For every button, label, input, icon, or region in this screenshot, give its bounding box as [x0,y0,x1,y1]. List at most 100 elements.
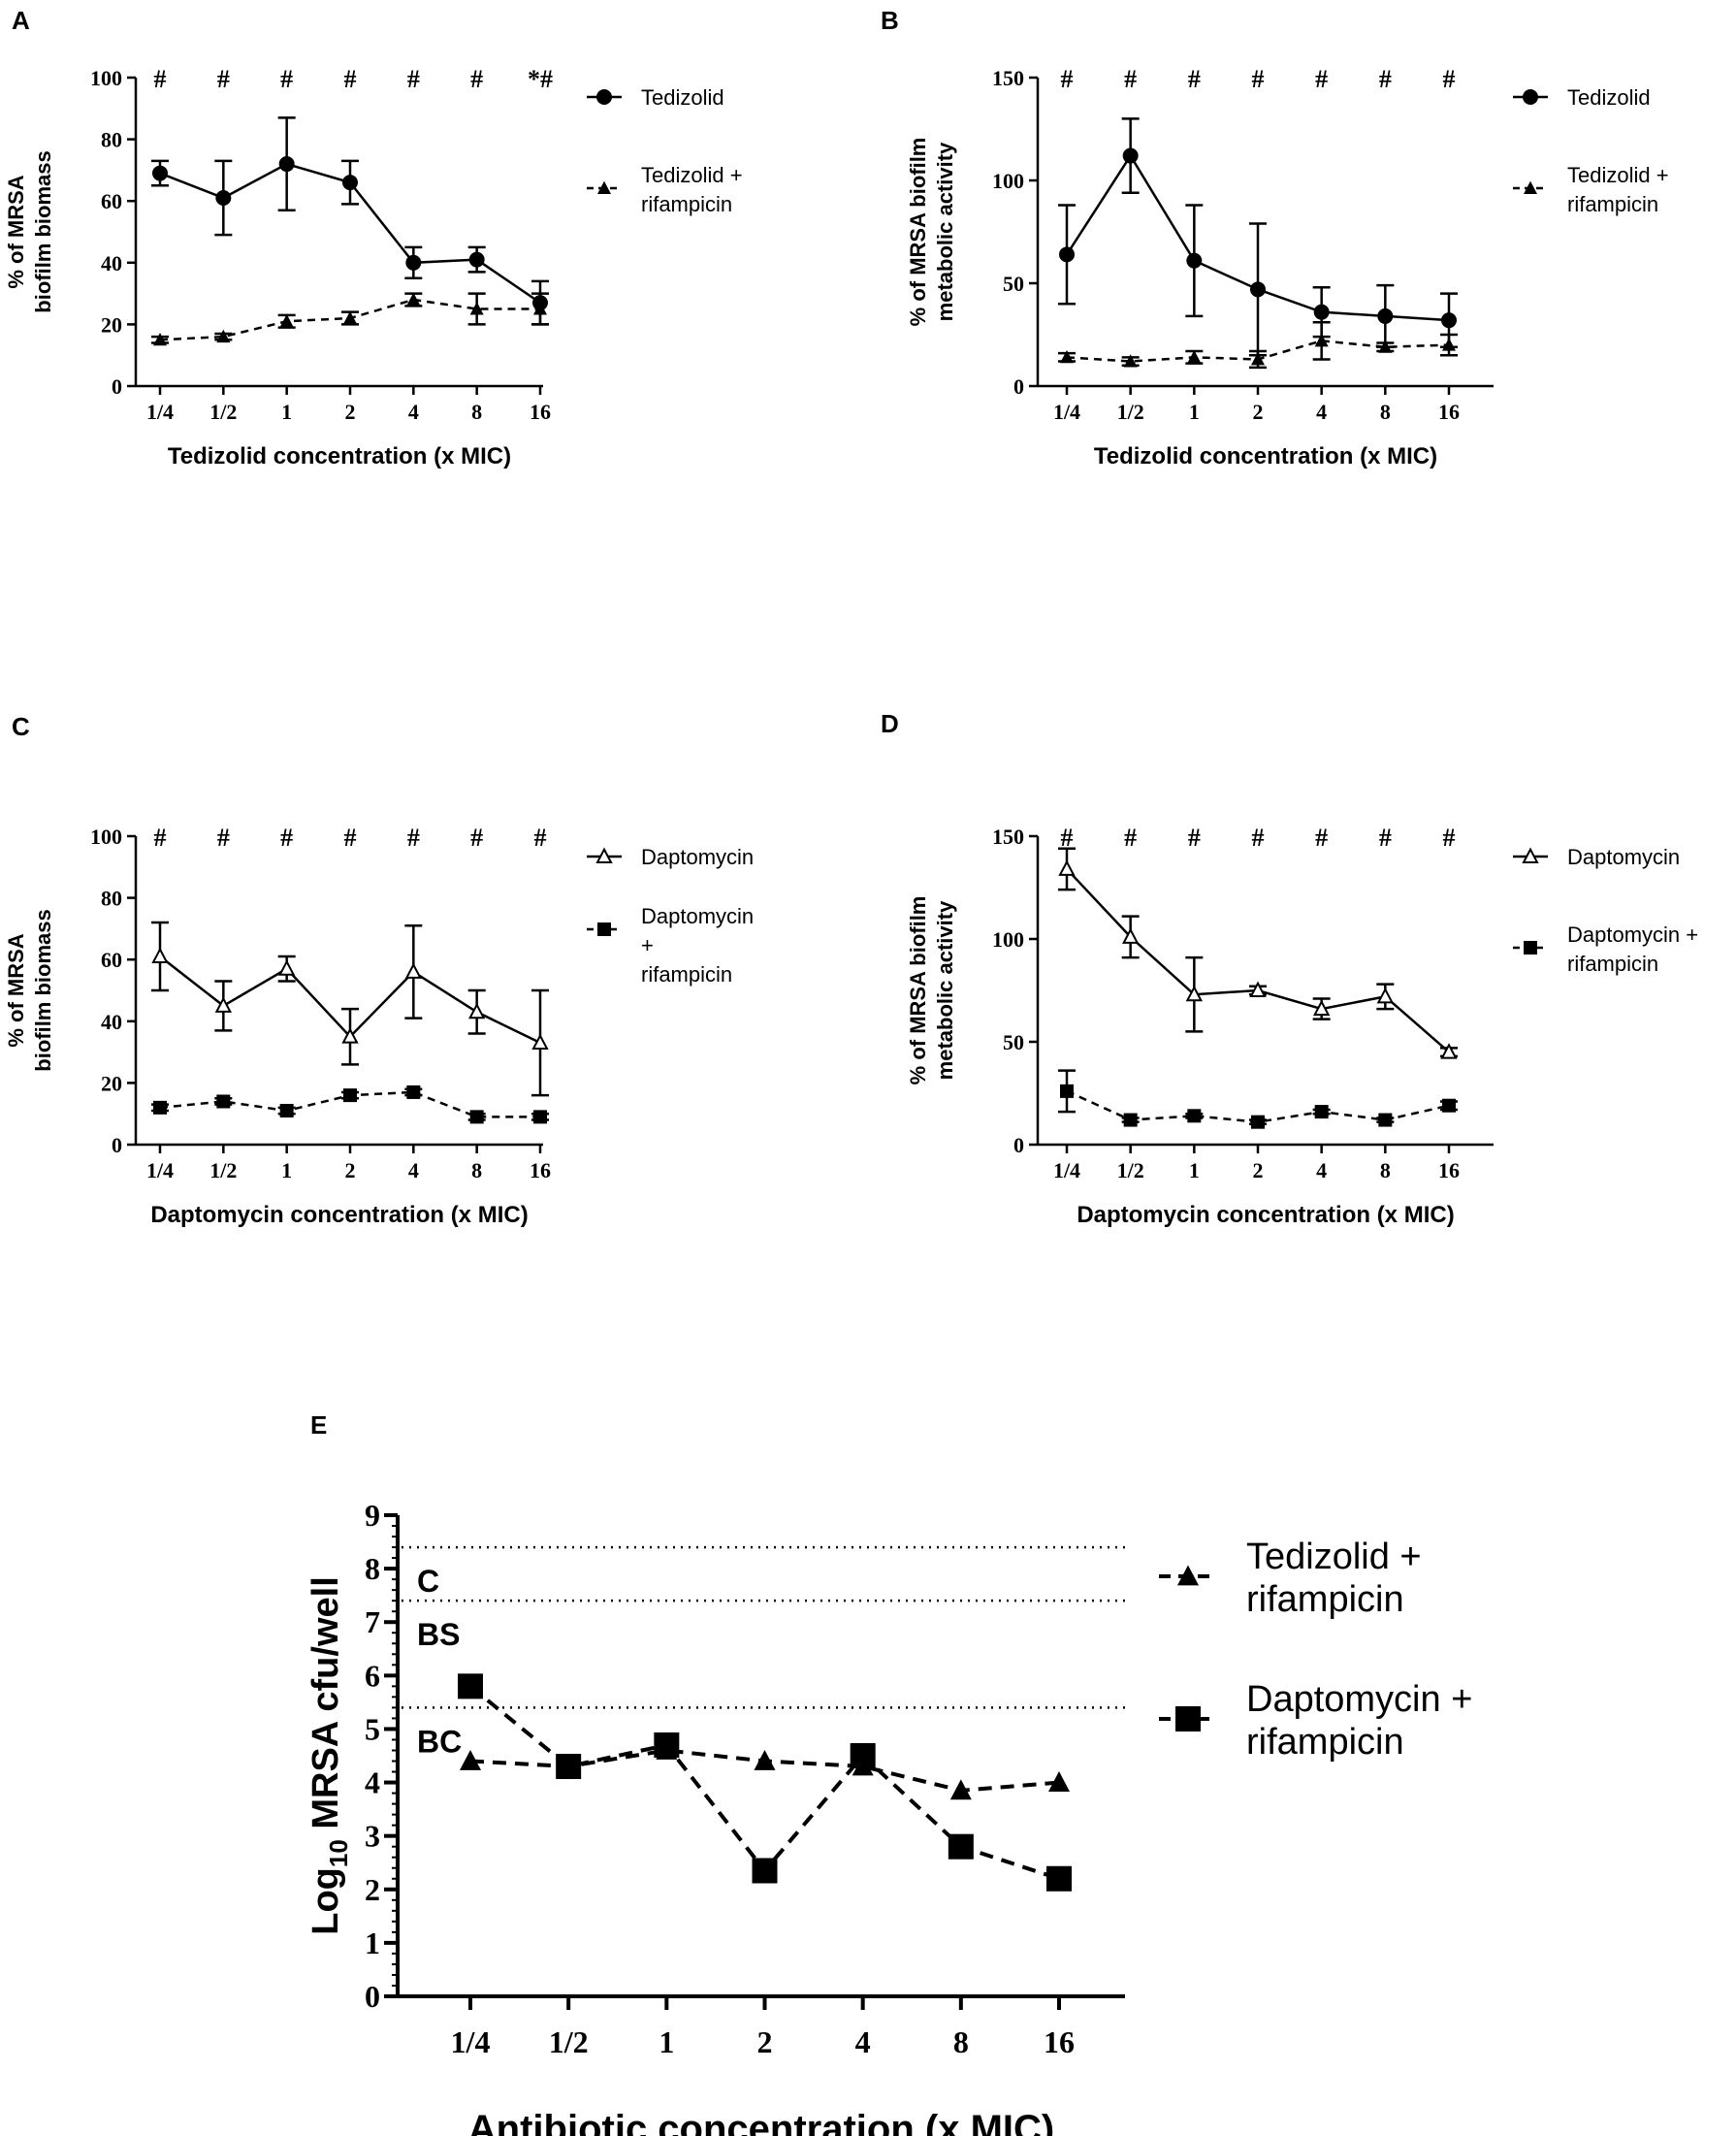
x-tick-label: 16 [1044,2024,1075,2059]
panel-a: A 0 20 40 60 80 100 1/4 1/2 1 2 4 8 16 # # # # # # *# Tedizol… [4,6,743,469]
y-tick-label: 0 [1013,1133,1024,1157]
data-point [556,1754,582,1780]
y-axis-label: % of MRSA biofilm metabolic activity [906,138,957,327]
x-tick-label: 1 [281,1158,292,1182]
panel-c: C 0 20 40 60 80 100 1/4 1/2 1 2 4 8 16 # # # # # # # Daptomyc… [4,712,754,1228]
x-tick-label: 1/2 [1117,400,1144,424]
y-tick-label: 50 [1003,272,1024,296]
series-daptomycin-rifampicin: Daptomycin + rifampicin [458,1673,1472,1892]
data-point [1378,1113,1393,1127]
data-point [406,292,421,306]
y-tick-label: 20 [101,1071,122,1095]
legend-marker [1524,941,1537,955]
y-axis-label-line: biofilm biomass [31,150,55,312]
y-tick-label: 0 [112,374,122,399]
x-axis-label: Tedizolid concentration (x MIC) [1094,443,1437,469]
legend-label-line: rifampicin [641,962,732,987]
y-axis-label: % of MRSA biofilm biomass [4,150,55,312]
data-point [216,1094,231,1109]
y-tick-label: 40 [101,251,122,275]
data-point [404,962,422,979]
y-axis-label-line: % of MRSA biofilm [906,896,930,1085]
significance-marker: # [534,824,547,852]
legend-label: Tedizolid [1567,85,1651,110]
significance-marker: # [217,824,230,852]
x-axis-label: Tedizolid concentration (x MIC) [168,443,511,469]
data-point [468,251,485,268]
x-axis-label: Antibiotic concentration (x MIC) [468,2108,1054,2136]
data-point [948,1833,974,1860]
legend-label: Daptomycin + rifampicin [1246,1679,1472,1763]
y-axis-label: % of MRSA biofilm biomass [4,909,55,1071]
x-axis-label: Daptomycin concentration (x MIC) [1077,1202,1454,1228]
significance-marker: # [1315,65,1328,93]
legend-label-line: rifampicin [1567,192,1658,216]
y-tick-label: 60 [101,948,122,972]
legend-marker [597,922,611,936]
x-tick-label: 16 [530,1158,551,1182]
y-tick-label: 150 [992,66,1024,90]
y-tick-label: 3 [365,1819,380,1854]
significance-marker: *# [528,65,553,93]
legend-marker [1522,847,1539,863]
data-point [1046,1865,1072,1892]
data-point [1442,338,1456,351]
panel-label: D [881,709,899,738]
series-daptomycin: Daptomycin [1058,845,1680,1059]
series-line [1066,868,1450,1053]
data-point [152,165,168,181]
series-daptomycin: Daptomycin [151,845,754,1097]
y-tick-label: 150 [992,825,1024,849]
x-tick-label: 8 [1380,400,1391,424]
significance-marker: # [154,65,167,93]
x-tick-label: 2 [345,400,356,424]
legend-label-line: Tedizolid + [641,163,743,187]
data-point [1378,340,1393,353]
data-point [279,1104,294,1118]
panel-label: C [12,712,30,741]
y-tick-label: 5 [365,1711,380,1746]
data-point [1377,307,1394,324]
data-point [1250,281,1266,298]
data-point [153,332,167,346]
significance-marker: # [280,824,293,852]
legend-label-line: Daptomycin + [1246,1679,1472,1720]
significance-marker: # [1061,65,1074,93]
x-tick-label: 1 [1189,400,1200,424]
data-point [406,1084,421,1099]
legend-label-line: rifampicin [1246,1722,1404,1763]
legend-label-line: Tedizolid [1567,85,1651,110]
legend-label-line: Daptomycin + [1567,922,1698,947]
x-tick-label: 1/2 [549,2024,589,2059]
y-tick-label: 80 [101,128,122,152]
x-tick-label: 2 [1253,1158,1264,1182]
x-tick-label: 4 [1316,1158,1327,1182]
series-daptomycin-rifampicin: Daptomycin + rifampicin [1058,922,1698,1129]
legend-label-line: Daptomycin [641,845,754,869]
y-tick-label: 7 [365,1604,380,1639]
x-tick-label: 1 [281,400,292,424]
x-tick-label: 1/4 [451,2024,491,2059]
x-tick-label: 1/2 [209,1158,237,1182]
series-daptomycin-rifampicin: Daptomycin + rifampicin [151,904,754,1124]
data-point [754,1750,776,1770]
y-tick-label: 100 [90,825,122,849]
x-tick-label: 1/4 [146,1158,174,1182]
x-tick-label: 2 [345,1158,356,1182]
legend-label-line: rifampicin [1567,952,1658,976]
data-point [216,329,231,343]
legend-marker [597,180,611,194]
data-point [343,1088,357,1103]
legend-label-line: Tedizolid + [1246,1537,1422,1577]
y-axis-label-line: % of MRSA [4,933,28,1047]
legend-label-line: Tedizolid [641,85,724,110]
y-tick-label: 50 [1003,1030,1024,1054]
y-tick-label: 100 [90,66,122,90]
data-point [1251,1115,1265,1129]
legend-label: Daptomycin + rifampicin [1567,922,1698,976]
y-axis-label-line: biofilm biomass [31,909,55,1071]
significance-marker: # [217,65,230,93]
x-tick-label: 2 [1253,400,1264,424]
x-tick-label: 2 [757,2024,773,2059]
